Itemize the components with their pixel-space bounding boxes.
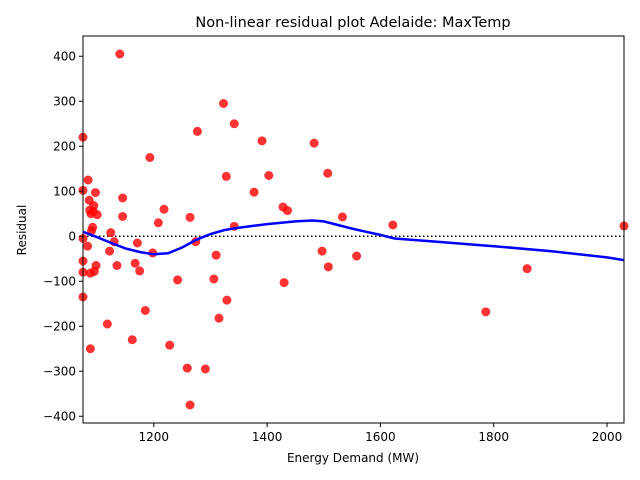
y-tick-label: 400 xyxy=(53,49,76,63)
data-point xyxy=(105,246,115,256)
data-point xyxy=(481,307,491,317)
data-point xyxy=(115,49,125,59)
trend-line-group xyxy=(82,219,625,262)
data-point xyxy=(209,274,219,284)
data-point xyxy=(153,218,163,228)
data-point xyxy=(118,211,128,221)
data-point xyxy=(130,258,140,268)
data-point xyxy=(106,228,116,238)
data-point xyxy=(102,319,112,329)
data-point xyxy=(522,264,532,274)
x-axis-label: Energy Demand (MW) xyxy=(287,451,419,465)
data-point xyxy=(221,171,231,181)
data-point xyxy=(90,188,100,198)
trend-line xyxy=(82,219,625,262)
data-point xyxy=(323,262,333,272)
x-tick-label: 1600 xyxy=(365,430,396,444)
plot-frame xyxy=(82,35,625,424)
data-point xyxy=(214,313,224,323)
data-point xyxy=(132,238,142,248)
data-point xyxy=(323,168,333,178)
data-point xyxy=(200,364,210,374)
data-point xyxy=(185,212,195,222)
y-tick-label: 300 xyxy=(53,94,76,108)
data-point xyxy=(118,193,128,203)
y-axis-label: Residual xyxy=(15,205,29,256)
data-point xyxy=(112,261,122,270)
data-point xyxy=(218,99,228,108)
data-point xyxy=(309,138,319,148)
y-axis-ticks: 400 300 200 100 0 −100 −200 −300 −400 xyxy=(43,49,83,423)
y-tick-label: 200 xyxy=(53,139,76,153)
data-point xyxy=(388,220,398,230)
data-point xyxy=(140,306,150,315)
data-point xyxy=(91,261,101,270)
data-point xyxy=(192,126,202,136)
data-point xyxy=(89,201,99,211)
data-point xyxy=(222,295,232,305)
data-point xyxy=(352,251,362,261)
x-tick-label: 2000 xyxy=(592,430,623,444)
x-tick-label: 1800 xyxy=(478,430,509,444)
data-point xyxy=(283,206,293,216)
x-axis-ticks: 1200 1400 1600 1800 2000 xyxy=(139,423,623,444)
data-point xyxy=(159,204,169,214)
data-point xyxy=(145,153,155,162)
data-point xyxy=(83,241,93,251)
y-tick-label: 100 xyxy=(53,184,76,198)
data-point xyxy=(264,171,274,180)
data-point xyxy=(182,363,192,373)
data-point xyxy=(165,340,175,350)
y-tick-label: −300 xyxy=(43,364,76,378)
data-point xyxy=(249,187,259,197)
y-tick-label: 0 xyxy=(68,229,76,243)
data-point xyxy=(92,210,102,220)
x-tick-label: 1200 xyxy=(139,430,170,444)
data-point xyxy=(173,275,183,285)
y-tick-label: −200 xyxy=(43,319,76,333)
data-point xyxy=(317,246,327,256)
data-point xyxy=(185,400,195,410)
data-point xyxy=(337,212,347,222)
x-tick-label: 1400 xyxy=(252,430,283,444)
data-point xyxy=(83,175,93,185)
data-point xyxy=(279,278,289,288)
data-point xyxy=(211,250,221,260)
data-point xyxy=(127,335,137,345)
data-point xyxy=(88,222,98,232)
y-tick-label: −100 xyxy=(43,274,76,288)
chart-title: Non-linear residual plot Adelaide: MaxTe… xyxy=(195,15,510,31)
data-point xyxy=(85,344,95,354)
data-point xyxy=(135,266,145,276)
y-tick-label: −400 xyxy=(43,409,76,423)
data-point xyxy=(257,136,267,146)
data-point xyxy=(229,119,239,129)
